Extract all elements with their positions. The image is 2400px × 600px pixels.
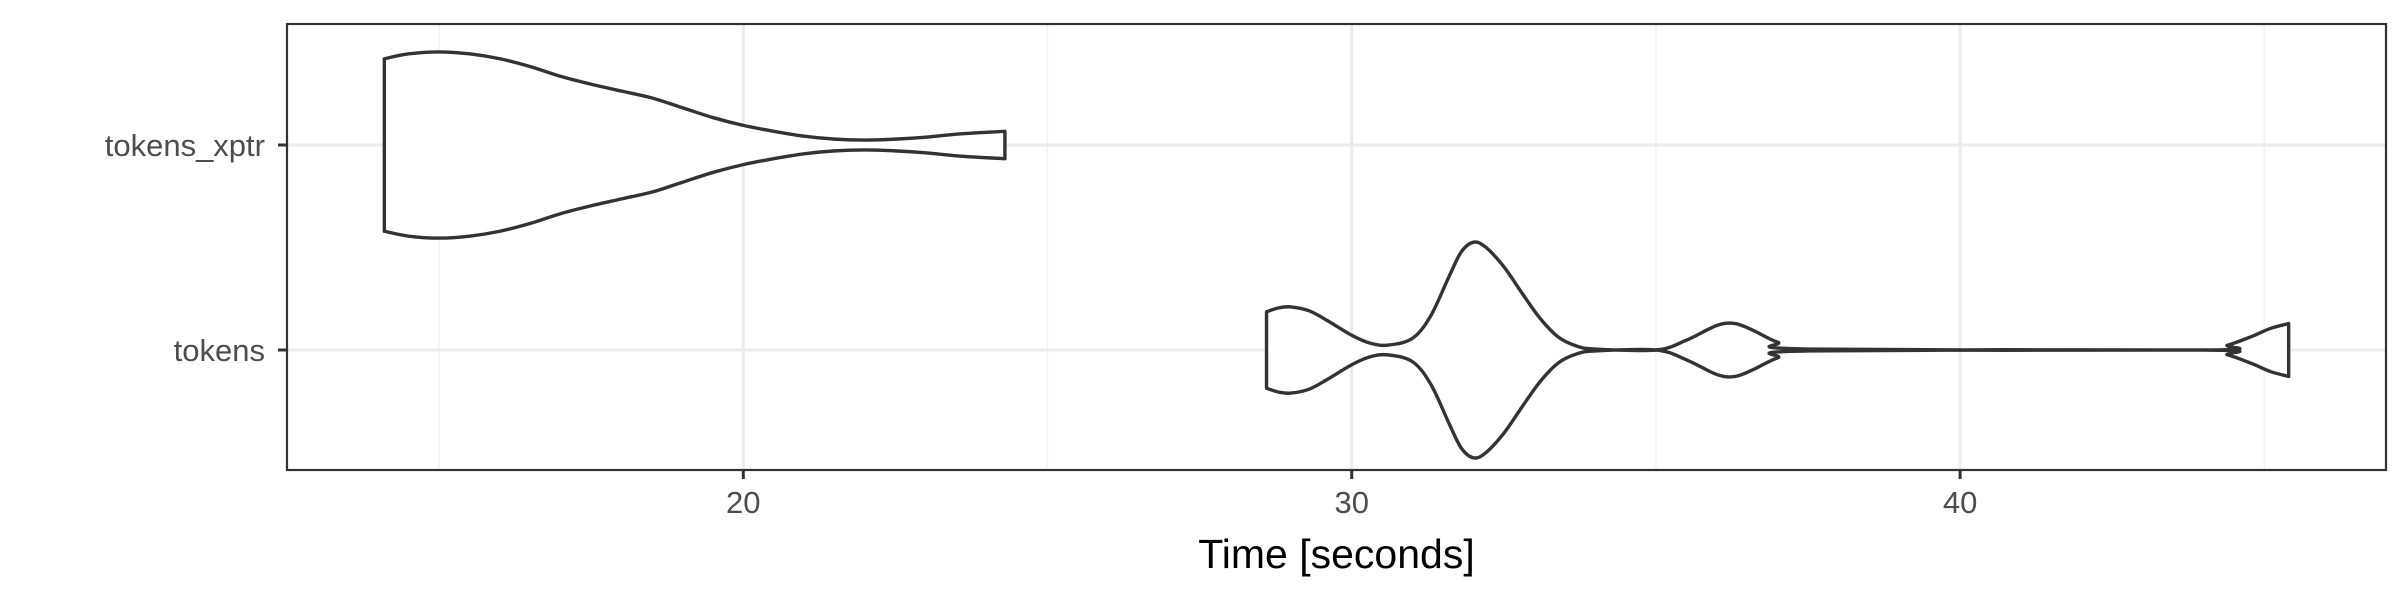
x-axis-title: Time [seconds] [1198, 531, 1474, 577]
panel-border [285, 22, 2388, 472]
x-tick-label: 20 [726, 485, 760, 520]
violin-tokens [1264, 240, 2291, 460]
y-tick-label-tokens-xptr: tokens_xptr [105, 128, 265, 163]
y-tick-label-tokens: tokens [174, 333, 265, 368]
x-tick-label: 40 [1943, 485, 1977, 520]
violins [382, 50, 2291, 460]
violin-tokens-xptr [382, 50, 1007, 240]
x-tick-label: 30 [1334, 485, 1368, 520]
